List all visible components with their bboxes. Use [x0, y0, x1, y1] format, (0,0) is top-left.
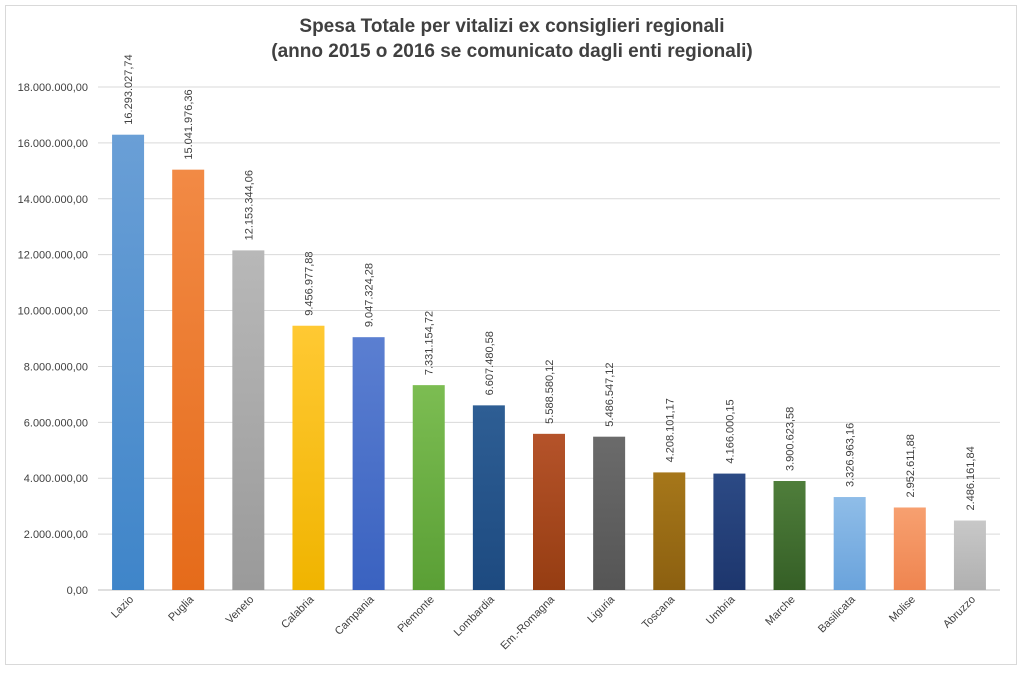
y-axis-ticks: 0,00 2.000.000,00 4.000.000,00 6.000.000,00…	[18, 82, 88, 597]
chart-title-block: Spesa Totale per vitalizi ex consiglieri…	[0, 14, 1024, 64]
bar-abruzzo	[953, 520, 986, 590]
chart-title: Spesa Totale per vitalizi ex consiglieri…	[299, 16, 725, 37]
bar-calabria	[292, 325, 325, 590]
category-label: Toscana	[640, 593, 678, 631]
y-tick-label: 6.000.000,00	[24, 417, 88, 429]
y-tick-label: 12.000.000,00	[18, 250, 88, 262]
bar-campania	[352, 337, 385, 590]
y-tick-label: 4.000.000,00	[24, 473, 88, 485]
data-label: 4.208.101,17	[664, 398, 676, 462]
bars	[112, 134, 986, 591]
bar-lombardia	[472, 405, 505, 590]
data-label: 3.900.623,58	[785, 407, 797, 471]
data-label: 4.166.000,15	[724, 399, 736, 463]
category-label: Basilicata	[816, 593, 858, 635]
data-label: 2.952.611,88	[905, 434, 917, 497]
y-tick-label: 8.000.000,00	[24, 361, 88, 373]
data-label: 7.331.154,72	[424, 311, 436, 375]
data-label: 5.588.580,12	[544, 360, 556, 424]
category-label: Veneto	[224, 594, 257, 627]
data-labels: 16.293.027,74 15.041.976,36 12.153.344,06 9…	[123, 54, 977, 510]
category-label: Marche	[763, 594, 797, 628]
y-tick-label: 18.000.000,00	[18, 82, 88, 94]
category-label: Campania	[333, 593, 378, 638]
data-label: 9.047.324,28	[364, 263, 376, 327]
data-label: 16.293.027,74	[123, 54, 135, 124]
category-label: Calabria	[279, 593, 317, 631]
data-label: 3.326.963,16	[845, 423, 857, 487]
category-label: Em.-Romagna	[498, 593, 557, 652]
category-label: Molise	[887, 594, 918, 625]
bar-basilicata	[833, 497, 866, 590]
bar-marche	[773, 480, 806, 590]
category-label: Lazio	[109, 594, 136, 621]
bar-toscana	[653, 472, 686, 590]
bar-veneto	[232, 250, 265, 591]
bar-puglia	[172, 169, 205, 590]
chart-subtitle: (anno 2015 o 2016 se comunicato dagli en…	[271, 41, 753, 62]
category-label: Abruzzo	[941, 594, 978, 631]
category-label: Piemonte	[395, 594, 436, 635]
category-labels: Lazio Puglia Veneto Calabria Campania Piemont…	[109, 593, 978, 652]
data-label: 12.153.344,06	[243, 170, 255, 240]
bar-liguria	[593, 436, 626, 590]
data-label: 5.486.547,12	[604, 362, 616, 426]
y-tick-label: 0,00	[67, 585, 88, 597]
data-label: 15.041.976,36	[183, 89, 195, 159]
bar-em-romagna	[533, 433, 565, 590]
category-label: Puglia	[166, 593, 197, 624]
bar-molise	[893, 507, 926, 590]
data-label: 9.456.977,88	[303, 251, 315, 315]
category-label: Liguria	[585, 593, 617, 625]
y-tick-label: 14.000.000,00	[18, 194, 88, 206]
y-tick-label: 2.000.000,00	[24, 529, 88, 541]
y-tick-label: 10.000.000,00	[18, 306, 88, 318]
bar-lazio	[112, 134, 145, 591]
category-label: Lombardia	[452, 593, 498, 639]
data-label: 2.486.161,84	[965, 446, 977, 510]
bar-umbria	[713, 473, 746, 590]
data-label: 6.607.480,58	[484, 331, 496, 395]
y-tick-label: 16.000.000,00	[18, 138, 88, 150]
bar-piemonte	[412, 385, 445, 590]
category-label: Umbria	[704, 593, 738, 627]
